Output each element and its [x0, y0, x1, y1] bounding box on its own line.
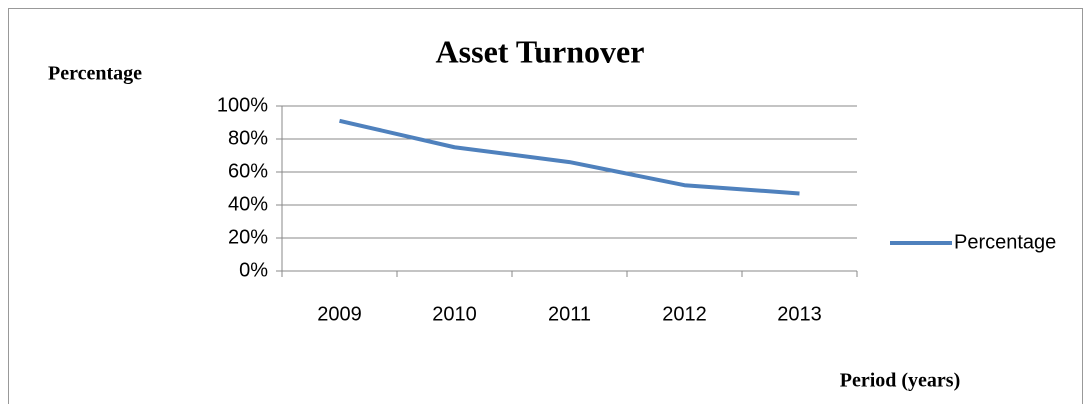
y-axis-label: Percentage: [48, 63, 142, 85]
y-tick-label: 0%: [239, 259, 268, 281]
y-tick-label: 100%: [217, 94, 268, 116]
x-tick-label: 2009: [317, 303, 362, 325]
x-axis-label: Period (years): [840, 370, 961, 392]
y-tick-label: 60%: [228, 160, 268, 182]
y-tick-label: 80%: [228, 127, 268, 149]
y-tick-label: 40%: [228, 193, 268, 215]
chart-title: Asset Turnover: [436, 33, 645, 69]
data-line: [339, 118, 800, 196]
x-tick-label: 2011: [548, 303, 591, 325]
legend-label: Percentage: [954, 231, 1056, 253]
x-tick-label: 2013: [777, 303, 822, 325]
x-tick-label: 2012: [662, 303, 707, 325]
chart-frame: [8, 8, 1083, 404]
x-tick-label: 2010: [432, 303, 477, 325]
y-tick-label: 20%: [228, 226, 268, 248]
